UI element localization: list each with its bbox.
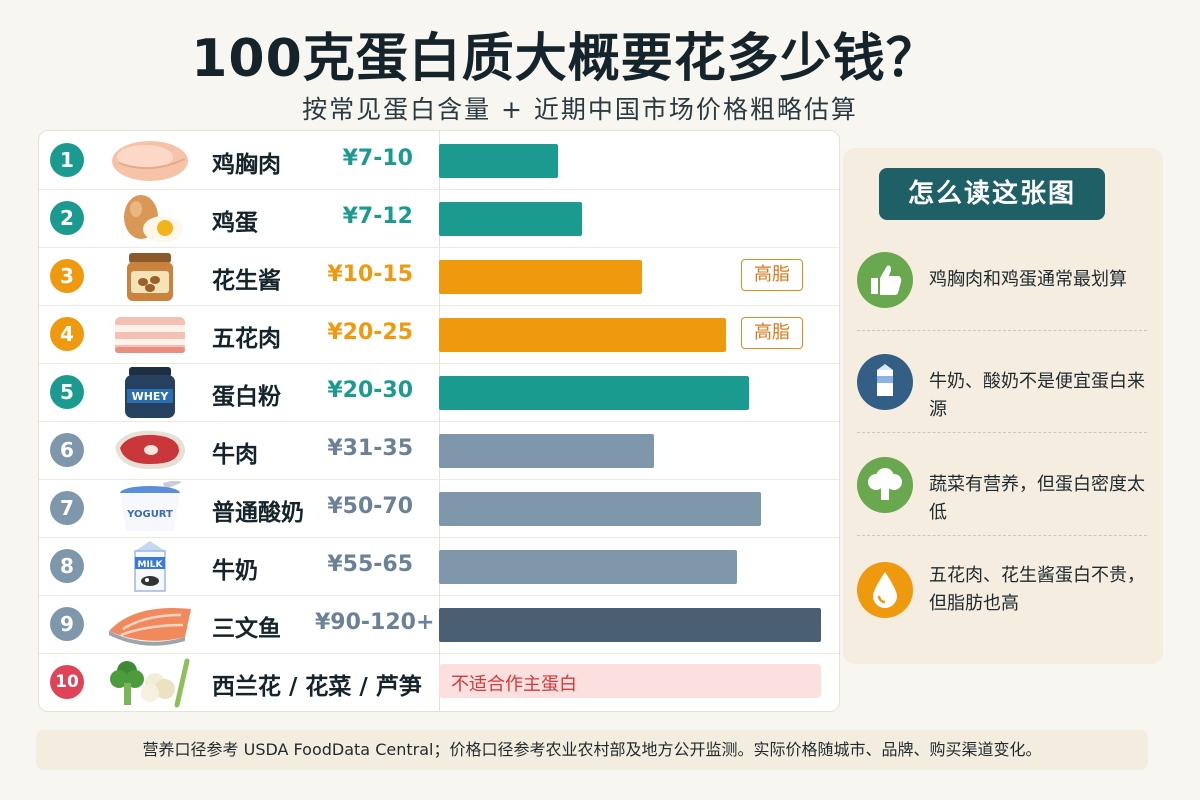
food-name: 蛋白粉 [212,384,281,410]
food-name: 鸡蛋 [212,210,258,236]
rank-badge: 2 [50,201,84,235]
rank-badge: 1 [50,143,84,177]
food-name: 牛肉 [212,442,258,468]
chart-row: 8 MILK 牛奶 ¥55-65 [39,537,839,596]
price-label: ¥7-10 [342,146,413,171]
food-name: 三文鱼 [212,616,281,642]
cost-bar [439,492,762,526]
price-chart-panel: 1 鸡胸肉 ¥7-10 2 鸡蛋 ¥7-12 3 花生酱 ¥10-15 高脂 4 五花肉 ¥20-25 高… [38,130,840,712]
cost-bar [439,202,583,236]
broccoli-icon [857,457,913,513]
cost-bar [439,434,654,468]
source-note: 营养口径参考 USDA FoodData Central；价格口径参考农业农村部… [36,730,1148,770]
yogurt-cup-icon: YOGURT [105,479,195,535]
page-subtitle: 按常见蛋白含量 + 近期中国市场价格粗略估算 [302,95,858,124]
price-label: ¥7-12 [342,204,413,229]
page-title: 100克蛋白质大概要花多少钱？ [191,29,939,89]
cost-bar [439,376,750,410]
high-fat-tag: 高脂 [741,317,803,349]
salmon-fillet-icon [105,597,195,651]
food-name: 牛奶 [212,558,258,584]
tip-divider [857,330,1147,331]
price-label: ¥20-30 [327,378,413,403]
rank-badge: 4 [50,317,84,351]
reading-tip-text: 鸡胸肉和鸡蛋通常最划算 [929,269,1127,290]
food-name: 普通酸奶 [212,500,304,526]
cost-bar [439,550,738,584]
rank-badge: 7 [50,491,84,525]
food-name: 西兰花 / 花菜 / 芦笋 [212,674,422,700]
chart-row: 6 牛肉 ¥31-35 [39,421,839,480]
not-recommended-label: 不适合作主蛋白 [451,674,577,695]
pork-belly-icon [105,307,195,361]
egg-icon [105,191,195,245]
price-label: ¥90-120+ [315,610,435,635]
rank-badge: 3 [50,259,84,293]
price-label: ¥55-65 [327,552,413,577]
food-name: 鸡胸肉 [212,152,281,178]
oil-drop-icon [857,562,913,618]
rank-badge: 6 [50,433,84,467]
tip-divider [857,432,1147,433]
price-label: ¥10-15 [327,262,413,287]
rank-badge: 9 [50,607,84,641]
chart-row: 7 YOGURT 普通酸奶 ¥50-70 [39,479,839,538]
chart-row: 3 花生酱 ¥10-15 高脂 [39,247,839,306]
svg-text:MILK: MILK [137,560,163,570]
rank-badge: 10 [50,665,84,699]
svg-text:YOGURT: YOGURT [126,509,173,520]
chart-row: 10 西兰花 / 花菜 / 芦笋 不适合作主蛋白 [39,653,839,711]
chart-row: 2 鸡蛋 ¥7-12 [39,189,839,248]
whey-tub-icon: WHEY [105,365,195,419]
cost-bar [439,260,642,294]
price-label: ¥31-35 [327,436,413,461]
chart-row: 4 五花肉 ¥20-25 高脂 [39,305,839,364]
cost-bar [439,318,726,352]
chart-row: 9 三文鱼 ¥90-120+ [39,595,839,654]
food-name: 五花肉 [212,326,281,352]
cost-bar [439,144,559,178]
high-fat-tag: 高脂 [741,259,803,291]
rank-badge: 5 [50,375,84,409]
not-recommended-bar: 不适合作主蛋白 [439,664,821,698]
chicken-breast-icon [105,133,195,187]
milk-carton-icon [857,354,913,410]
reading-guide-panel: 怎么读这张图 鸡胸肉和鸡蛋通常最划算牛奶、酸奶不是便宜蛋白来源 蔬菜有营养，但蛋白… [843,148,1163,664]
chart-row: 1 鸡胸肉 ¥7-10 [39,131,839,190]
price-label: ¥50-70 [327,494,413,519]
rank-badge: 8 [50,549,84,583]
tip-divider [857,535,1147,536]
vegetables-icon [105,655,195,709]
chart-row: 5 WHEY 蛋白粉 ¥20-30 [39,363,839,422]
reading-tip-text: 蔬菜有营养，但蛋白密度太低 [929,474,1145,523]
thumbs-up-icon [857,252,913,308]
food-name: 花生酱 [212,268,281,294]
cost-bar [439,608,821,642]
reading-tip-text: 牛奶、酸奶不是便宜蛋白来源 [929,371,1145,420]
reading-tip-text: 五花肉、花生酱蛋白不贵，但脂肪也高 [929,565,1145,614]
price-label: ¥20-25 [327,320,413,345]
svg-text:WHEY: WHEY [132,390,170,403]
steak-icon [105,423,195,477]
reading-guide-title: 怎么读这张图 [879,168,1105,220]
milk-carton-icon: MILK [105,539,195,593]
peanut-butter-jar-icon [105,249,195,303]
